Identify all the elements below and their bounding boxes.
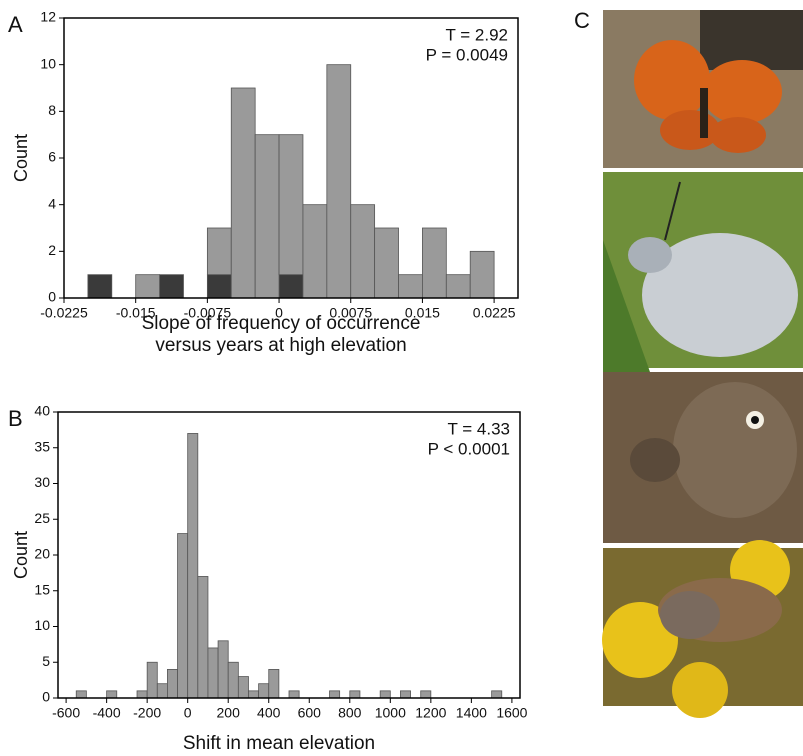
bar xyxy=(302,204,328,299)
y-tick-label: 35 xyxy=(34,438,50,454)
bar xyxy=(87,274,113,299)
bar xyxy=(217,640,229,699)
y-tick-label: 30 xyxy=(34,474,50,490)
bar xyxy=(206,227,232,276)
bar xyxy=(146,661,158,699)
bar xyxy=(177,533,189,699)
x-tick-label: 800 xyxy=(338,705,362,721)
bar xyxy=(379,690,391,699)
x-tick-label: -0.0075 xyxy=(184,305,232,321)
bar xyxy=(136,690,148,699)
x-tick-label: 0.0075 xyxy=(329,305,372,321)
x-tick-label: -0.015 xyxy=(116,305,156,321)
annotation: T = 2.92 xyxy=(445,25,508,44)
x-tick-label: 400 xyxy=(257,705,281,721)
bar xyxy=(248,690,260,699)
y-tick-label: 15 xyxy=(34,581,50,597)
photo-4 xyxy=(602,540,803,718)
bar xyxy=(491,690,503,699)
y-axis-label: Count xyxy=(11,134,31,182)
photo-1 xyxy=(603,10,803,168)
bar xyxy=(329,690,341,699)
bar xyxy=(197,576,209,699)
panel-label: C xyxy=(574,8,590,33)
bar xyxy=(268,669,280,699)
annotation: T = 4.33 xyxy=(447,419,510,438)
bar xyxy=(75,690,87,699)
bar xyxy=(206,274,232,299)
annotation: P = 0.0049 xyxy=(426,45,508,64)
bar xyxy=(326,64,352,299)
bar xyxy=(349,690,361,699)
bar xyxy=(135,274,160,299)
bar xyxy=(350,204,376,299)
y-tick-label: 10 xyxy=(40,55,56,71)
y-tick-label: 10 xyxy=(34,617,50,633)
x-tick-label: 200 xyxy=(217,705,241,721)
annotation: P < 0.0001 xyxy=(428,439,510,458)
bar xyxy=(167,669,178,699)
x-tick-label: -400 xyxy=(93,705,121,721)
y-tick-label: 40 xyxy=(34,403,50,419)
x-tick-label: 1000 xyxy=(375,705,406,721)
x-tick-label: 600 xyxy=(298,705,322,721)
bar xyxy=(374,227,399,299)
y-tick-label: 12 xyxy=(40,9,56,25)
bar xyxy=(422,227,447,299)
bar xyxy=(237,676,249,699)
y-tick-label: 0 xyxy=(42,689,50,705)
x-tick-label: -200 xyxy=(133,705,161,721)
y-tick-label: 4 xyxy=(48,195,56,211)
x-tick-label: 0 xyxy=(184,705,192,721)
bar xyxy=(187,433,199,699)
y-tick-label: 5 xyxy=(42,653,50,669)
y-tick-label: 0 xyxy=(48,289,56,305)
panel-label: A xyxy=(8,12,23,37)
x-tick-label: 1600 xyxy=(496,705,527,721)
y-tick-label: 25 xyxy=(34,510,50,526)
bar xyxy=(420,690,432,699)
bar xyxy=(254,134,280,299)
x-axis-label: versus years at high elevation xyxy=(155,335,406,356)
bar xyxy=(207,647,219,699)
x-axis-label: Shift in mean elevation xyxy=(183,733,375,754)
x-tick-label: 0.015 xyxy=(405,305,440,321)
y-tick-label: 8 xyxy=(48,102,56,118)
x-axis-label: Slope of frequency of occurrence xyxy=(142,313,421,334)
x-tick-label: 0.0225 xyxy=(473,305,516,321)
x-tick-label: -600 xyxy=(52,705,80,721)
x-tick-label: 0 xyxy=(275,305,283,321)
panel-label: B xyxy=(8,406,23,431)
bar xyxy=(230,87,256,299)
y-tick-label: 20 xyxy=(34,546,50,562)
x-tick-label: 1200 xyxy=(415,705,446,721)
bar xyxy=(278,134,304,276)
bar xyxy=(159,274,184,299)
photo-2 xyxy=(603,172,803,372)
y-tick-label: 6 xyxy=(48,149,56,165)
bar xyxy=(469,250,495,299)
bar xyxy=(288,690,300,699)
bar xyxy=(278,274,304,299)
x-tick-label: 1400 xyxy=(456,705,487,721)
y-tick-label: 2 xyxy=(48,242,56,258)
bar xyxy=(400,690,411,699)
bar xyxy=(258,683,270,699)
bar xyxy=(227,661,239,699)
bar xyxy=(106,690,118,699)
photo-3 xyxy=(603,372,803,543)
x-tick-label: -0.0225 xyxy=(40,305,88,321)
y-axis-label: Count xyxy=(11,531,31,579)
bar xyxy=(445,274,471,299)
bar xyxy=(398,274,423,299)
bar xyxy=(156,683,168,699)
